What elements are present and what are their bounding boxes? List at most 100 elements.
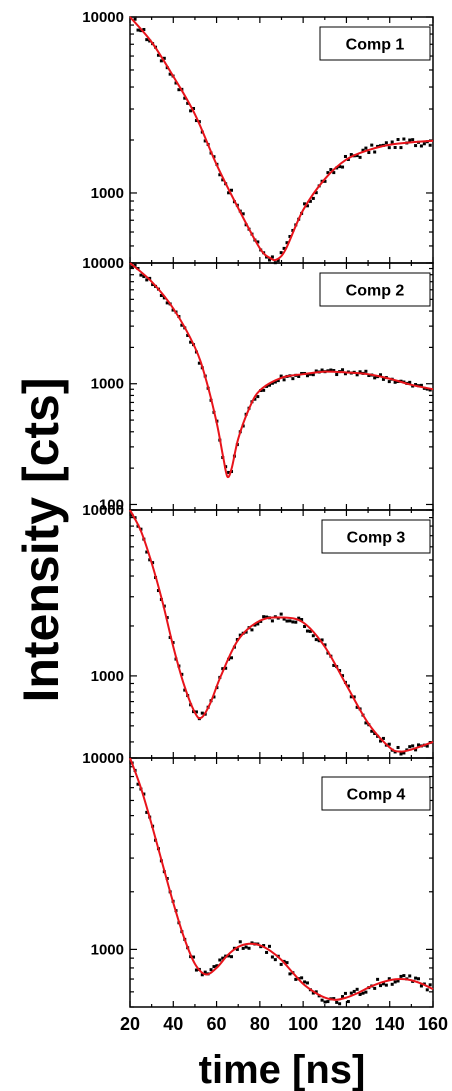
data-point bbox=[408, 974, 411, 977]
data-point bbox=[376, 978, 379, 981]
data-point bbox=[388, 380, 391, 383]
data-point bbox=[353, 990, 356, 993]
data-point bbox=[399, 146, 402, 149]
data-point bbox=[373, 987, 376, 990]
data-point bbox=[326, 1000, 329, 1003]
data-point bbox=[212, 965, 215, 968]
legend-label: Comp 2 bbox=[346, 283, 405, 300]
data-point bbox=[408, 745, 411, 748]
panels: 100010000Comp 1100100010000Comp 21000100… bbox=[82, 9, 448, 1034]
data-point bbox=[379, 984, 382, 987]
y-tick-label: 1000 bbox=[91, 185, 124, 202]
data-point bbox=[283, 378, 286, 381]
data-point bbox=[315, 638, 318, 641]
data-point bbox=[411, 744, 414, 747]
data-point bbox=[288, 619, 291, 622]
panel-3: 1000 10000 Comp 3 bbox=[82, 502, 433, 758]
data-point bbox=[414, 144, 417, 147]
data-point bbox=[274, 958, 277, 961]
data-point bbox=[417, 977, 420, 980]
data-point bbox=[420, 144, 423, 147]
y-tick-label: 10000 bbox=[82, 502, 124, 519]
data-point bbox=[429, 983, 432, 986]
data-point bbox=[300, 976, 303, 979]
data-point bbox=[397, 138, 400, 141]
legend-label: Comp 4 bbox=[347, 787, 406, 804]
data-point bbox=[367, 151, 370, 154]
data-point bbox=[391, 983, 394, 986]
data-point bbox=[385, 141, 388, 144]
panel-4: 10001000020 40 60 80 100 120 140 160Comp 4 bbox=[82, 750, 448, 1034]
data-point bbox=[239, 940, 242, 943]
data-point bbox=[271, 955, 274, 958]
x-tick-label: 80 bbox=[250, 1014, 270, 1034]
data-point bbox=[370, 144, 373, 147]
data-point bbox=[344, 992, 347, 995]
data-point bbox=[414, 977, 417, 980]
data-point bbox=[364, 370, 367, 373]
data-point bbox=[321, 999, 324, 1002]
data-point bbox=[429, 144, 432, 147]
data-point bbox=[248, 947, 251, 950]
y-tick-label: 1000 bbox=[91, 668, 124, 685]
x-tick-label: 20 bbox=[120, 1014, 140, 1034]
data-point bbox=[373, 376, 376, 379]
data-point bbox=[399, 752, 402, 755]
x-tick-label: 60 bbox=[207, 1014, 227, 1034]
x-tick-label: 100 bbox=[288, 1014, 318, 1034]
data-point bbox=[218, 958, 221, 961]
data-point bbox=[286, 620, 289, 623]
legend-label: Comp 3 bbox=[347, 530, 406, 547]
data-point bbox=[397, 746, 400, 749]
data-point bbox=[291, 620, 294, 623]
data-point bbox=[265, 951, 268, 954]
data-point bbox=[361, 992, 364, 995]
data-point bbox=[294, 621, 297, 624]
y-tick-label: 10000 bbox=[82, 9, 124, 26]
legend-label: Comp 1 bbox=[346, 37, 405, 54]
data-point bbox=[394, 980, 397, 983]
data-point bbox=[341, 368, 344, 371]
data-point bbox=[347, 1000, 350, 1003]
panel-1: 1000 10000 Comp 1 bbox=[82, 9, 433, 264]
data-point bbox=[242, 947, 245, 950]
data-point bbox=[271, 619, 274, 622]
data-point bbox=[411, 138, 414, 141]
data-point bbox=[350, 992, 353, 995]
data-point bbox=[230, 656, 233, 659]
data-point bbox=[250, 628, 253, 631]
x-tick-label: 40 bbox=[163, 1014, 183, 1034]
x-axis-label: time [ns] bbox=[199, 1048, 366, 1091]
data-point bbox=[280, 963, 283, 966]
data-point bbox=[324, 1001, 327, 1004]
data-point bbox=[306, 630, 309, 633]
data-point bbox=[385, 984, 388, 987]
data-point bbox=[268, 945, 271, 948]
panel-2: 100 1000 10000 Comp 2 bbox=[82, 255, 433, 513]
data-point bbox=[280, 613, 283, 616]
y-tick-label: 10000 bbox=[82, 750, 124, 767]
y-axis-label: Intensity [cts] bbox=[13, 377, 69, 702]
data-point bbox=[423, 142, 426, 145]
data-point bbox=[364, 991, 367, 994]
x-tick-label: 120 bbox=[331, 1014, 361, 1034]
data-point bbox=[402, 138, 405, 141]
data-point bbox=[230, 955, 233, 958]
data-point bbox=[312, 634, 315, 637]
data-point bbox=[394, 146, 397, 149]
y-tick-label: 1000 bbox=[91, 941, 124, 958]
data-point bbox=[399, 975, 402, 978]
data-point bbox=[359, 156, 362, 159]
data-point bbox=[335, 373, 338, 376]
y-tick-label: 10000 bbox=[82, 255, 124, 272]
data-point bbox=[341, 166, 344, 169]
data-point bbox=[335, 1001, 338, 1004]
data-point bbox=[137, 29, 140, 32]
data-point bbox=[288, 972, 291, 975]
data-point bbox=[391, 140, 394, 143]
data-point bbox=[344, 155, 347, 158]
data-point bbox=[426, 988, 429, 991]
data-point bbox=[364, 147, 367, 150]
y-tick-label: 1000 bbox=[91, 376, 124, 393]
